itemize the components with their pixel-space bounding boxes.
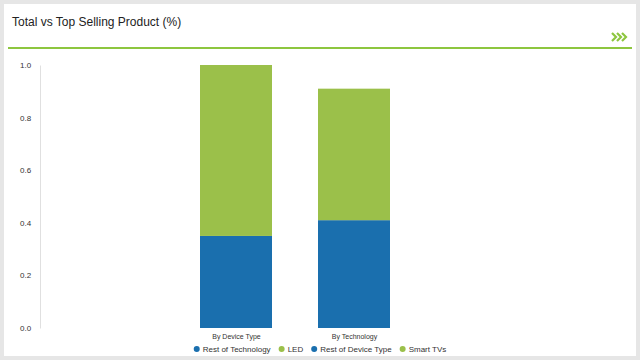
x-axis-line — [237, 328, 355, 329]
y-tick-label: 0.8 — [20, 114, 32, 123]
legend-label: Rest of Device Type — [320, 345, 392, 354]
legend-item: Rest of Device Type — [311, 345, 392, 354]
bars — [200, 65, 390, 328]
bar — [318, 220, 390, 328]
panel — [4, 4, 636, 356]
y-tick-label: 0.6 — [20, 166, 32, 175]
x-tick: By Technology — [332, 328, 378, 341]
y-tick-label: 0.4 — [20, 219, 32, 228]
y-tick-label: 1.0 — [20, 61, 32, 70]
title-rule — [8, 47, 632, 49]
y-tick: 0.2 — [20, 271, 40, 280]
legend-item: Rest of Technology — [194, 345, 271, 354]
y-axis-line — [40, 66, 41, 329]
y-tick-label: 0.2 — [20, 271, 32, 280]
chevron — [612, 33, 616, 41]
legend-label: Smart TVs — [409, 345, 447, 354]
chevrons — [612, 33, 626, 41]
legend-marker — [400, 346, 406, 352]
legend: Rest of Technology LED Rest of Device Type… — [194, 345, 447, 354]
y-tick: 1.0 — [20, 61, 40, 70]
y-tick: 0.6 — [20, 166, 40, 175]
x-tick-label: By Technology — [332, 333, 378, 341]
legend-item: LED — [279, 345, 304, 354]
chevron — [617, 33, 621, 41]
bar — [318, 89, 390, 221]
title: Total vs Top Selling Product (%) — [12, 15, 181, 29]
legend-marker — [194, 346, 200, 352]
legend-marker — [279, 346, 285, 352]
y-tick: 0.8 — [20, 114, 40, 123]
legend-item: Smart TVs — [400, 345, 447, 354]
bar — [200, 65, 272, 236]
y-axis: 0.0 0.2 0.4 0.6 0.8 1.0 — [20, 61, 41, 333]
y-tick: 0.0 — [20, 324, 40, 333]
x-tick-label: By Device Type — [212, 333, 261, 341]
bar — [200, 236, 272, 328]
legend-label: LED — [288, 345, 304, 354]
x-axis: By Device Type By Technology — [212, 328, 377, 341]
y-tick-label: 0.0 — [20, 324, 32, 333]
chevron — [622, 33, 626, 41]
chart: Total vs Top Selling Product (%)0.00.20.… — [0, 0, 640, 360]
x-tick: By Device Type — [212, 328, 261, 341]
legend-marker — [311, 346, 317, 352]
background — [0, 0, 640, 360]
legend-label: Rest of Technology — [203, 345, 271, 354]
y-tick: 0.4 — [20, 219, 40, 228]
